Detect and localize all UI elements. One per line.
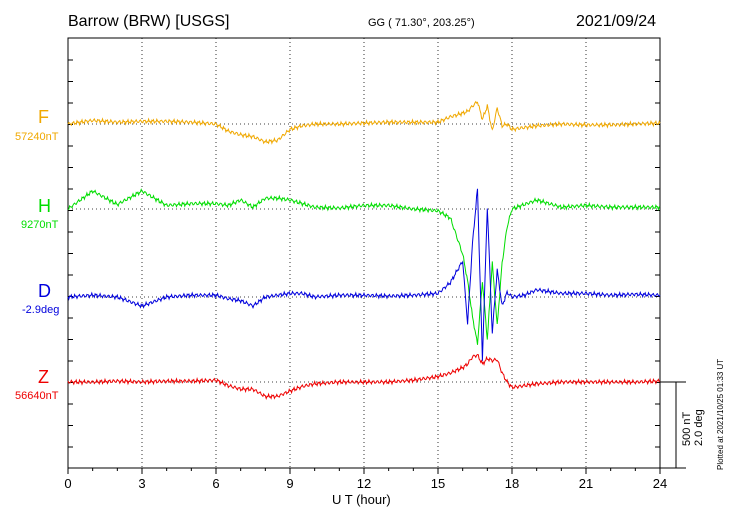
x-tick-label: 3 <box>138 476 145 491</box>
channel-z-name: Z <box>38 367 49 387</box>
channel-d-name: D <box>38 281 51 301</box>
channel-h-baseline: 9270nT <box>21 219 59 231</box>
x-tick-label: 6 <box>212 476 219 491</box>
x-tick-label: 12 <box>357 476 371 491</box>
channel-d-baseline: -2.9deg <box>22 304 60 316</box>
coordinates-label: GG ( 71.30°, 203.25°) <box>368 17 475 29</box>
channel-h-name: H <box>38 196 51 216</box>
x-tick-label: 21 <box>579 476 593 491</box>
channel-f-name: F <box>38 107 49 127</box>
channel-z-baseline: 56640nT <box>15 390 59 402</box>
x-tick-label: 18 <box>505 476 519 491</box>
series-line-h <box>67 188 661 345</box>
plotted-timestamp: Plotted at 2021/10/25 01:33 UT <box>716 358 725 470</box>
x-axis-label: U T (hour) <box>332 492 391 507</box>
scale-label: 500 nT 2.0 deg <box>681 409 705 446</box>
x-tick-label: 15 <box>431 476 445 491</box>
series-line-z <box>67 353 661 401</box>
x-tick-label: 0 <box>64 476 71 491</box>
series-line-d <box>67 188 661 361</box>
x-tick-label: 24 <box>653 476 667 491</box>
channel-f-baseline: 57240nT <box>15 131 59 143</box>
date-label: 2021/09/24 <box>576 13 657 30</box>
x-tick-label: 9 <box>286 476 293 491</box>
station-title: Barrow (BRW) [USGS] <box>68 13 230 30</box>
series-line-f <box>67 100 661 145</box>
